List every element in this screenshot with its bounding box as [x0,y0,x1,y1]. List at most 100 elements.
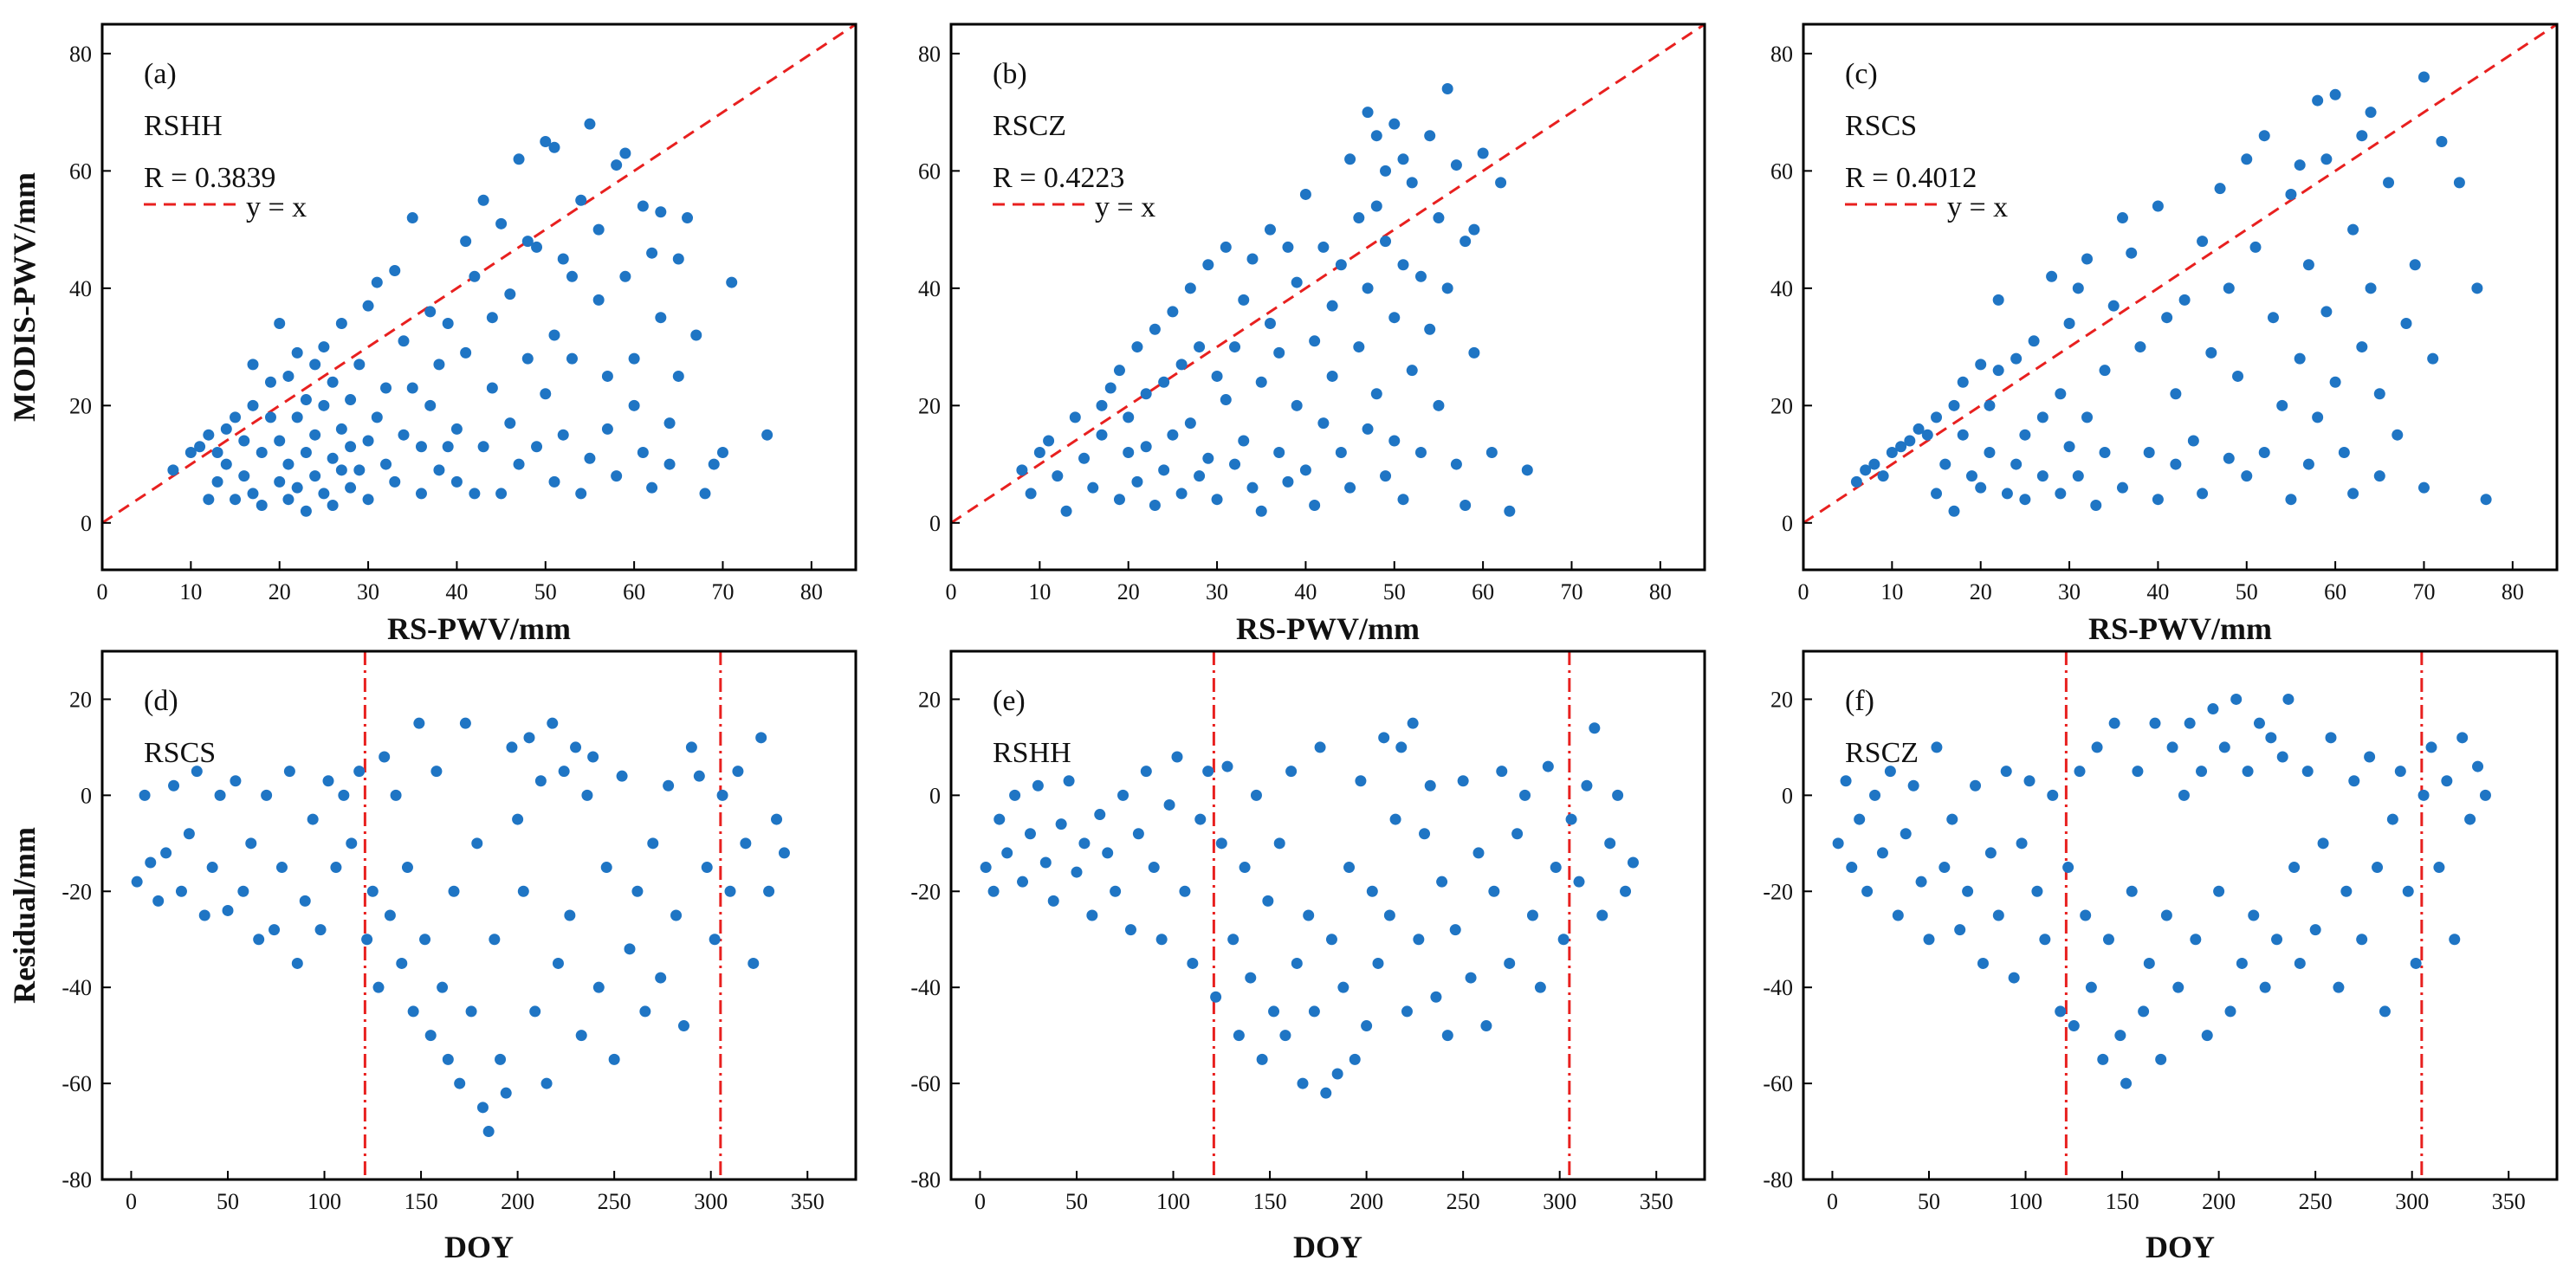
data-point [1309,335,1321,347]
data-point [471,837,483,850]
data-point [2232,370,2244,382]
data-point [238,470,250,482]
y-tick-label: 0 [81,511,92,536]
x-tick-label: 10 [1880,579,1903,604]
data-point [1078,837,1091,850]
data-point [318,341,330,353]
x-tick-label: 60 [623,579,645,604]
data-point [1846,862,1858,874]
data-point [1335,447,1347,459]
data-point [2285,188,2297,200]
data-point [1627,856,1639,869]
data-point [1589,722,1601,734]
data-point [646,247,658,259]
x-axis-title: DOY [444,1230,514,1264]
data-point [2364,751,2376,763]
x-tick-label: 50 [2236,579,2258,604]
data-point [346,837,358,850]
x-tick-label: 300 [2395,1189,2429,1214]
data-point [1370,388,1382,400]
data-point [2288,862,2301,874]
data-point [740,837,752,850]
data-point [2138,1005,2150,1018]
legend-label: y = x [1947,191,2008,223]
data-point [1238,294,1250,306]
data-point [1025,488,1037,500]
data-point [2190,934,2202,946]
data-point [2132,766,2144,778]
data-point [322,775,334,787]
data-point [1264,223,1276,236]
data-point [283,766,295,778]
x-tick-label: 70 [1560,579,1582,604]
data-point [380,382,392,394]
data-point [1335,259,1347,271]
plot-frame [100,23,858,572]
data-point [327,376,339,388]
data-point [1468,223,1480,236]
data-point [1132,828,1144,840]
data-point [548,141,560,153]
data-point [564,909,576,921]
legend-label: y = x [246,191,307,223]
data-point [1087,481,1099,494]
data-point [1140,388,1152,400]
data-point [1913,423,1925,435]
panel-f: 0 50 100 150 200 250 300 350 -80 -60 -40 -20 0 20 (f) R… [1763,649,2559,1264]
data-point [274,435,286,447]
data-point [637,200,649,212]
data-point [2479,789,2491,801]
data-point [2400,317,2412,329]
data-point [299,895,311,907]
data-point [2417,789,2430,801]
data-point [1285,766,1298,778]
data-point [2294,352,2306,365]
data-point [1388,312,1401,324]
data-point [1488,885,1500,897]
data-point [2197,488,2209,500]
y-tick-label: 20 [918,687,941,712]
station-label: RSCS [144,737,216,769]
data-point [558,766,570,778]
panel-label: (c) [1845,58,1878,90]
data-point [701,862,713,874]
data-point [1854,813,1866,825]
data-point [1353,212,1365,224]
data-point [1124,924,1136,936]
data-point [442,1053,454,1065]
data-point [1884,766,1896,778]
data-point [1565,813,1577,825]
data-point [1992,294,2004,306]
x-tick-label: 0 [126,1189,137,1214]
data-point [2230,693,2243,705]
data-point [1149,323,1161,335]
data-point [318,488,330,500]
y-tick-label: -80 [910,1167,941,1192]
data-point [1441,282,1453,294]
data-point [1175,488,1188,500]
data-point [1279,1030,1291,1042]
data-point [353,359,366,371]
data-point [1163,798,1175,811]
data-point [506,741,518,753]
data-point [406,212,418,224]
data-point [1194,470,1206,482]
data-point [152,895,165,907]
data-point [1052,470,1064,482]
data-point [2072,470,2084,482]
data-point [2031,885,2043,897]
data-point [415,488,427,500]
x-tick-label: 80 [2502,579,2524,604]
data-point [184,447,197,459]
data-point [2201,1030,2213,1042]
data-point [1167,306,1179,318]
data-point [1361,1020,1373,1032]
data-point [1468,346,1480,359]
data-point [353,766,366,778]
data-point [2178,789,2190,801]
data-point [291,346,303,359]
data-point [708,458,720,470]
data-point [307,813,319,825]
data-point [1239,862,1251,874]
data-point [450,423,463,435]
